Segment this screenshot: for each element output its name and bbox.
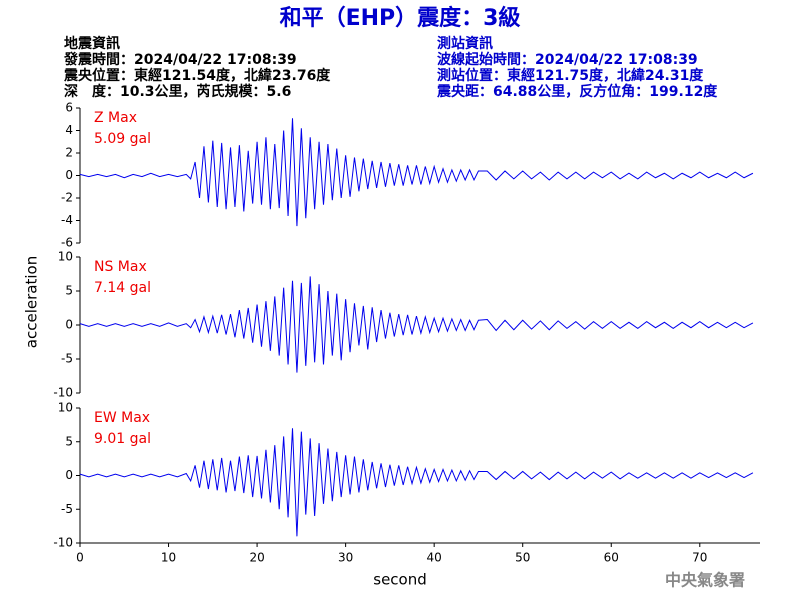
x-tick-label: 0: [76, 551, 84, 565]
header-left: 震央位置：東經121.54度，北緯23.76度: [63, 67, 331, 84]
x-axis-label: second: [373, 571, 427, 589]
max-annotation: Z Max: [94, 110, 137, 126]
x-tick-label: 20: [249, 551, 264, 565]
x-tick-label: 10: [161, 551, 176, 565]
y-tick-label: 2: [65, 146, 73, 160]
y-tick-label: 4: [65, 123, 73, 137]
chart-title: 和平（EHP）震度：3級: [280, 5, 521, 31]
header-left: 發震時間：2024/04/22 17:08:39: [63, 51, 297, 68]
y-tick-label: 0: [65, 168, 73, 182]
y-tick-label: -10: [53, 386, 73, 400]
y-tick-label: 5: [65, 434, 73, 448]
x-tick-label: 60: [604, 551, 619, 565]
y-tick-label: -2: [61, 191, 73, 205]
y-tick-label: 10: [58, 401, 73, 415]
max-value: 5.09 gal: [94, 131, 151, 147]
max-value: 7.14 gal: [94, 280, 151, 296]
y-tick-label: 6: [65, 101, 73, 115]
x-tick-label: 50: [515, 551, 530, 565]
footer: 中央氣象署: [665, 571, 745, 590]
header-left: 地震資訊: [64, 35, 120, 52]
y-tick-label: -5: [61, 352, 73, 366]
y-tick-label: 10: [58, 250, 73, 264]
x-tick-label: 40: [427, 551, 442, 565]
y-tick-label: 0: [65, 318, 73, 332]
header-right: 測站位置：東經121.75度，北緯24.31度: [437, 67, 704, 84]
y-tick-label: 5: [65, 284, 73, 298]
waveform: [79, 428, 754, 537]
header-right: 測站資訊: [437, 35, 493, 52]
y-tick-label: -4: [61, 213, 73, 227]
x-tick-label: 70: [692, 551, 707, 565]
max-annotation: EW Max: [94, 410, 150, 426]
waveform: [79, 118, 754, 227]
header-left: 深 度：10.3公里，芮氏規模：5.6: [64, 83, 291, 100]
y-tick-label: -6: [61, 236, 73, 250]
x-tick-label: 30: [338, 551, 353, 565]
y-tick-label: 0: [65, 468, 73, 482]
y-tick-label: -10: [53, 536, 73, 550]
header-right: 震央距：64.88公里，反方位角：199.12度: [436, 83, 718, 100]
y-tick-label: -5: [61, 502, 73, 516]
waveform: [79, 276, 754, 373]
y-axis-label: acceleration: [23, 256, 41, 348]
header-right: 波線起始時間：2024/04/22 17:08:39: [437, 51, 698, 68]
max-annotation: NS Max: [94, 259, 147, 275]
max-value: 9.01 gal: [94, 431, 151, 447]
